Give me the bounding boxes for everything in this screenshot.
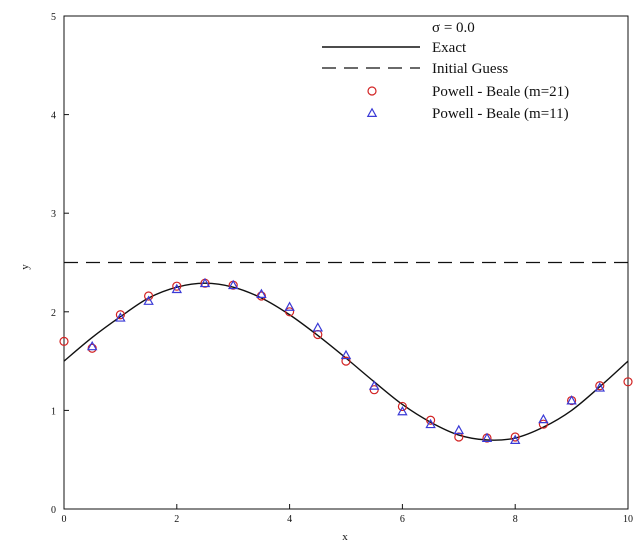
- point-m11: [227, 279, 239, 290]
- point-m11: [594, 382, 606, 392]
- y-tick-label: 3: [51, 209, 56, 220]
- point-m11: [566, 395, 577, 405]
- y-tick-label: 0: [51, 505, 56, 516]
- point-m21: [426, 415, 436, 425]
- legend-symbol-3: [366, 107, 378, 117]
- point-m11: [453, 424, 465, 435]
- legend-label-3: Powell - Beale (m=11): [432, 106, 569, 122]
- y-tick-label: 5: [51, 12, 56, 23]
- point-m11: [312, 322, 324, 332]
- point-m21: [341, 356, 351, 366]
- point-m11: [115, 312, 126, 322]
- point-m11: [509, 434, 521, 444]
- legend-label-1: Initial Guess: [432, 61, 508, 77]
- point-m21: [285, 307, 295, 317]
- y-axis-label: y: [19, 264, 31, 270]
- x-tick-label: 2: [174, 514, 179, 525]
- point-m11: [143, 295, 154, 305]
- point-m21: [510, 432, 520, 442]
- point-m21: [454, 432, 464, 442]
- point-m11: [199, 277, 211, 288]
- point-m21: [144, 291, 154, 301]
- point-m21: [115, 310, 126, 320]
- point-m11: [425, 418, 436, 429]
- point-m21: [397, 401, 407, 412]
- point-m21: [595, 381, 605, 391]
- point-m21: [538, 419, 549, 429]
- point-m11: [340, 349, 352, 360]
- legend-label-2: Powell - Beale (m=21): [432, 84, 569, 100]
- y-tick-label: 2: [51, 308, 56, 319]
- point-m21: [172, 281, 182, 291]
- legend-label-0: Exact: [432, 40, 467, 56]
- legend-header: σ = 0.0: [432, 20, 475, 36]
- y-tick-label: 1: [51, 406, 56, 417]
- x-tick-label: 0: [62, 514, 67, 525]
- point-m11: [256, 288, 267, 299]
- series-exact-line: [63, 282, 629, 441]
- point-m11: [284, 301, 295, 311]
- point-m11: [538, 413, 549, 424]
- point-m11: [368, 380, 380, 390]
- y-tick-label: 4: [51, 111, 56, 122]
- x-tick-label: 8: [513, 514, 518, 525]
- x-tick-label: 6: [400, 514, 405, 525]
- legend-symbol-2: [367, 86, 377, 96]
- point-m11: [86, 340, 98, 351]
- x-axis-label: x: [342, 531, 348, 542]
- point-m11: [481, 432, 493, 442]
- point-m21: [623, 377, 633, 387]
- x-tick-label: 10: [623, 514, 633, 525]
- point-m11: [397, 405, 408, 416]
- point-m11: [171, 283, 183, 294]
- point-m21: [313, 329, 323, 340]
- point-m21: [59, 336, 69, 346]
- x-tick-label: 4: [287, 514, 292, 525]
